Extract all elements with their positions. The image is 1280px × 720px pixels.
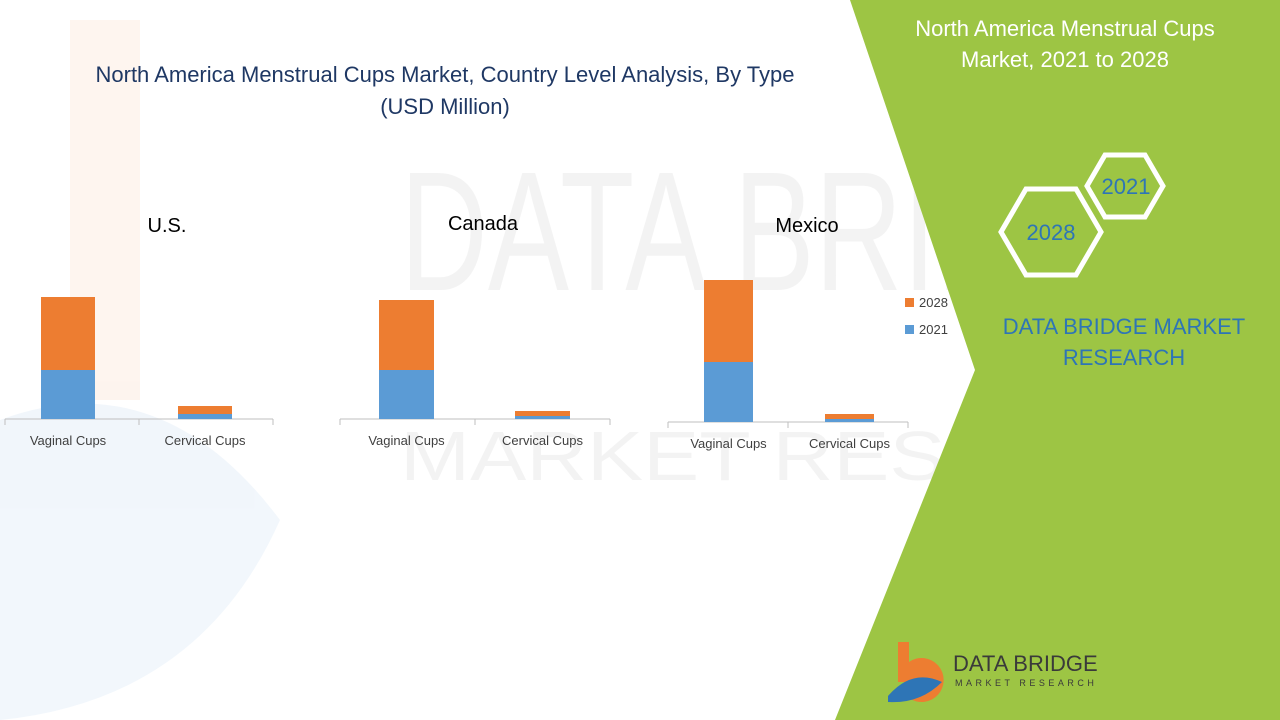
legend: 2028 2021 [905,295,948,337]
category-label: Cervical Cups [809,436,890,451]
chart-title-line2: (USD Million) [380,94,510,119]
hexagon-label-2028: 2028 [1027,220,1076,245]
category-label: Cervical Cups [502,433,583,448]
logo-name: DATA BRIDGE [953,651,1098,676]
panel-heading-line2: Market, 2021 to 2028 [961,47,1169,72]
year-hexagons: 2021 2028 [998,152,1166,278]
legend-swatch-2021 [905,325,914,334]
bar-2028-vaginal-cups [41,297,95,370]
bar-2028-vaginal-cups [379,300,434,370]
bar-2028-cervical-cups [825,414,874,419]
watermark-logo-swoosh [0,403,280,720]
panel-heading-line1: North America Menstrual Cups [915,16,1215,41]
hexagon-label-2021: 2021 [1102,174,1151,199]
legend-label-2028: 2028 [919,295,948,310]
chart-mexico: Mexico Vaginal Cups Cervical Cups [667,215,909,451]
category-label: Vaginal Cups [30,433,107,448]
legend-label-2021: 2021 [919,322,948,337]
category-label: Cervical Cups [165,433,246,448]
data-bridge-logo: DATA BRIDGE MARKET RESEARCH [888,642,1098,703]
bar-2021-cervical-cups [178,414,232,419]
category-label: Vaginal Cups [368,433,445,448]
chart-title-line1: North America Menstrual Cups Market, Cou… [96,62,795,87]
bar-2028-cervical-cups [178,406,232,414]
logo-tagline: MARKET RESEARCH [955,678,1097,688]
bar-2021-vaginal-cups [379,370,434,419]
bar-2021-vaginal-cups [704,362,753,422]
logo-bar-icon [898,642,909,682]
chart-country-title: Mexico [775,215,838,237]
bar-2028-cervical-cups [515,411,570,416]
side-panel [835,0,1280,720]
category-label: Vaginal Cups [690,436,767,451]
charts-area: U.S. Vaginal Cups Cervical Cups Canada Vagin… [4,213,909,451]
bar-2021-vaginal-cups [41,370,95,419]
chart-us: U.S. Vaginal Cups Cervical Cups [4,215,274,448]
legend-swatch-2028 [905,298,914,307]
chart-country-title: U.S. [148,215,187,237]
bar-2021-cervical-cups [515,416,570,419]
bar-2028-vaginal-cups [704,280,753,362]
brand-name-line2: RESEARCH [1063,345,1185,370]
bar-2021-cervical-cups [825,419,874,422]
chart-country-title: Canada [448,213,519,235]
chart-canada: Canada Vaginal Cups Cervical Cups [339,213,611,448]
logo-swoosh-icon [888,677,942,703]
hexagon-2028 [998,186,1104,278]
brand-name-line1: DATA BRIDGE MARKET [1003,314,1245,339]
hexagon-2021 [1084,152,1166,220]
